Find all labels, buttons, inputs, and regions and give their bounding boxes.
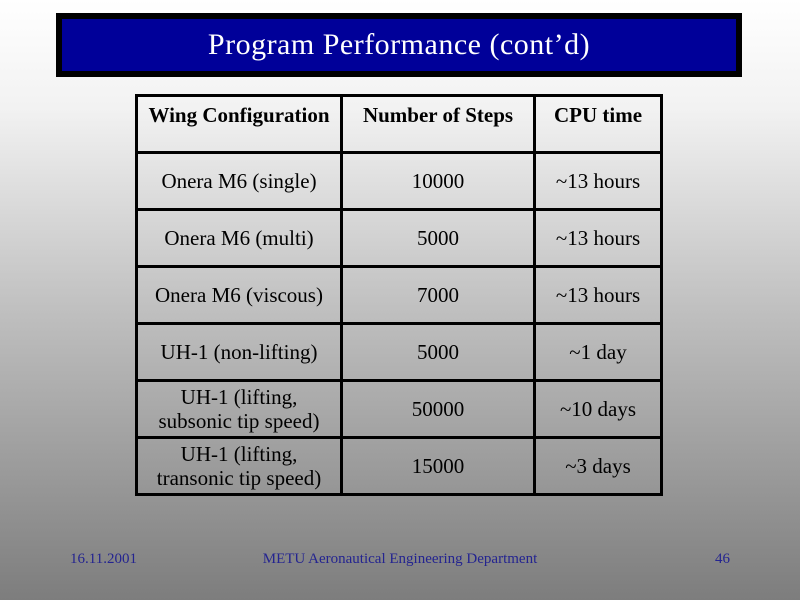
cell-cpu: ~1 day [533,322,663,382]
table-row: Onera M6 (single) 10000 ~13 hours [135,151,663,211]
footer-department: METU Aeronautical Engineering Department [262,551,538,567]
slide-title-bar: Program Performance (cont’d) [56,13,742,77]
cell-cpu: ~13 hours [533,208,663,268]
cell-steps: 5000 [340,208,536,268]
header-number-of-steps: Number of Steps [340,94,536,154]
table-row: UH-1 (lifting, subsonic tip speed) 50000… [135,379,663,439]
cell-cpu: ~13 hours [533,151,663,211]
table-row: Onera M6 (multi) 5000 ~13 hours [135,208,663,268]
cell-config: Onera M6 (single) [135,151,343,211]
table-row: Onera M6 (viscous) 7000 ~13 hours [135,265,663,325]
footer-page-number: 46 [715,551,730,567]
cell-steps: 5000 [340,322,536,382]
header-cpu-time: CPU time [533,94,663,154]
cell-steps: 50000 [340,379,536,439]
slide-title: Program Performance (cont’d) [207,28,591,61]
cell-config: Onera M6 (viscous) [135,265,343,325]
cell-steps: 7000 [340,265,536,325]
cell-config: Onera M6 (multi) [135,208,343,268]
table-row: UH-1 (lifting, transonic tip speed) 1500… [135,436,663,496]
cell-steps: 10000 [340,151,536,211]
footer-date: 16.11.2001 [70,551,137,567]
cell-cpu: ~13 hours [533,265,663,325]
cell-cpu: ~10 days [533,379,663,439]
table-header-row: Wing Configuration Number of Steps CPU t… [135,94,663,154]
performance-table: Wing Configuration Number of Steps CPU t… [135,94,663,496]
cell-config: UH-1 (lifting, transonic tip speed) [135,436,343,496]
header-wing-configuration: Wing Configuration [135,94,343,154]
table-row: UH-1 (non-lifting) 5000 ~1 day [135,322,663,382]
cell-config: UH-1 (non-lifting) [135,322,343,382]
cell-cpu: ~3 days [533,436,663,496]
cell-steps: 15000 [340,436,536,496]
cell-config: UH-1 (lifting, subsonic tip speed) [135,379,343,439]
